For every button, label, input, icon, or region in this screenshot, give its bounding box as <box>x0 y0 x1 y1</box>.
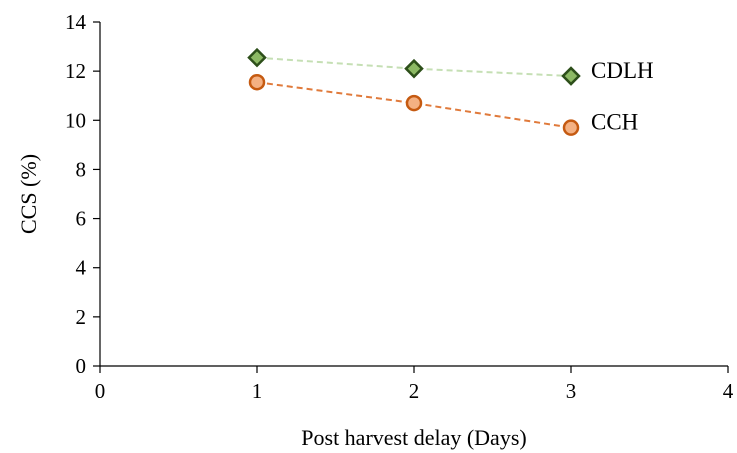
x-tick-label: 2 <box>409 379 420 403</box>
series-cdlh: CDLH <box>247 47 654 86</box>
y-tick-label: 14 <box>65 10 87 34</box>
y-tick-label: 4 <box>76 256 87 280</box>
y-tick-label: 0 <box>76 354 87 378</box>
x-tick-label: 4 <box>723 379 734 403</box>
series-cch: CCH <box>248 73 638 136</box>
x-tick-label: 0 <box>95 379 106 403</box>
data-point-cdlh <box>247 47 267 68</box>
series-line-cdlh <box>256 56 572 78</box>
series-label-cch: CCH <box>591 110 638 135</box>
y-tick-label: 10 <box>65 108 86 132</box>
data-point-cch <box>562 119 580 136</box>
data-point-cdlh <box>404 58 424 79</box>
data-point-cdlh <box>561 66 581 86</box>
y-tick-label: 12 <box>65 59 86 83</box>
y-tick-label: 6 <box>76 207 87 231</box>
y-tick-label: 2 <box>76 305 87 329</box>
series-label-cdlh: CDLH <box>591 58 654 83</box>
series-layer: CDLH CCH <box>247 47 654 136</box>
y-tick-label: 8 <box>76 157 87 181</box>
x-tick-label: 1 <box>252 379 263 403</box>
data-point-cch <box>248 73 266 91</box>
x-tick-label: 3 <box>566 379 577 403</box>
series-line-cch <box>256 81 572 129</box>
x-axis-title: Post harvest delay (Days) <box>301 425 526 450</box>
y-axis-title: CCS (%) <box>16 154 41 234</box>
data-point-cch <box>405 94 423 112</box>
